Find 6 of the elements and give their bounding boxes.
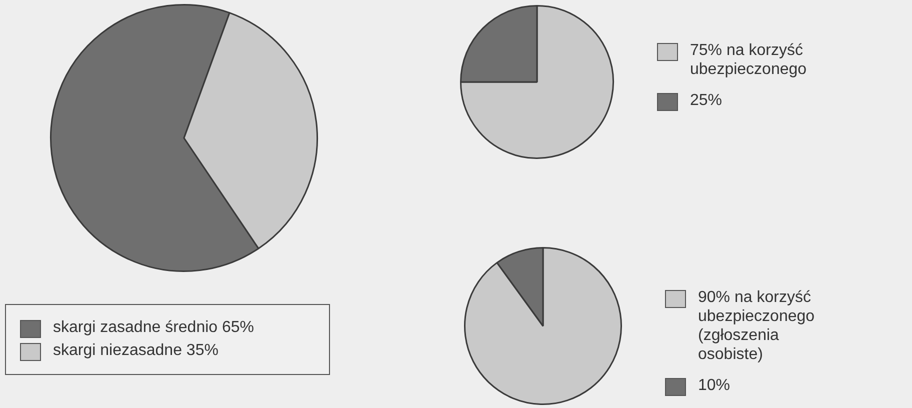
legend-label: 90% na korzyść ubezpieczonego (zgłoszenia osobiste) [698, 288, 816, 364]
legend-label: 10% [698, 376, 730, 395]
legend-label: 75% na korzyść ubezpieczonego [690, 41, 808, 79]
legend-label: skargi niezasadne 35% [53, 341, 218, 360]
legend-label: 25% [690, 91, 722, 110]
legend-label: skargi zasadne średnio 65% [53, 318, 254, 337]
